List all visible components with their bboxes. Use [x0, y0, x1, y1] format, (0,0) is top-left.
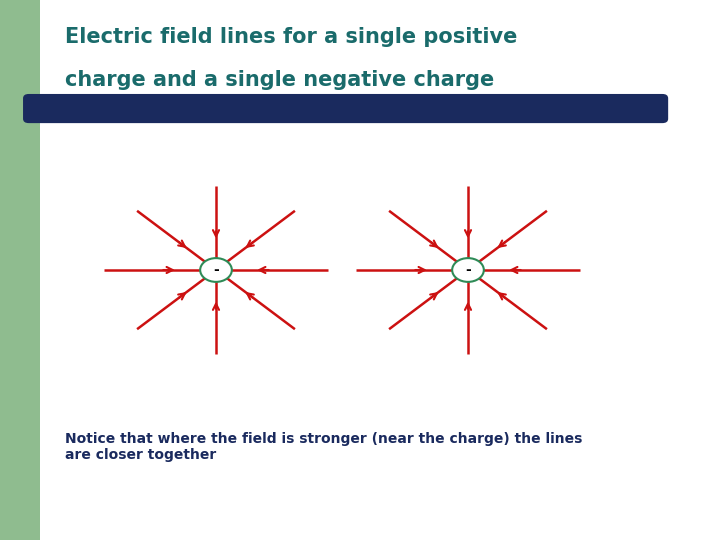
Circle shape — [200, 258, 232, 282]
Text: Notice that where the field is stronger (near the charge) the lines
are closer t: Notice that where the field is stronger … — [65, 432, 582, 462]
Text: -: - — [213, 263, 219, 277]
Circle shape — [452, 258, 484, 282]
FancyBboxPatch shape — [23, 94, 668, 123]
FancyBboxPatch shape — [0, 0, 40, 540]
Text: Electric field lines for a single positive: Electric field lines for a single positi… — [65, 27, 517, 47]
Text: charge and a single negative charge: charge and a single negative charge — [65, 70, 494, 90]
Text: -: - — [465, 263, 471, 277]
